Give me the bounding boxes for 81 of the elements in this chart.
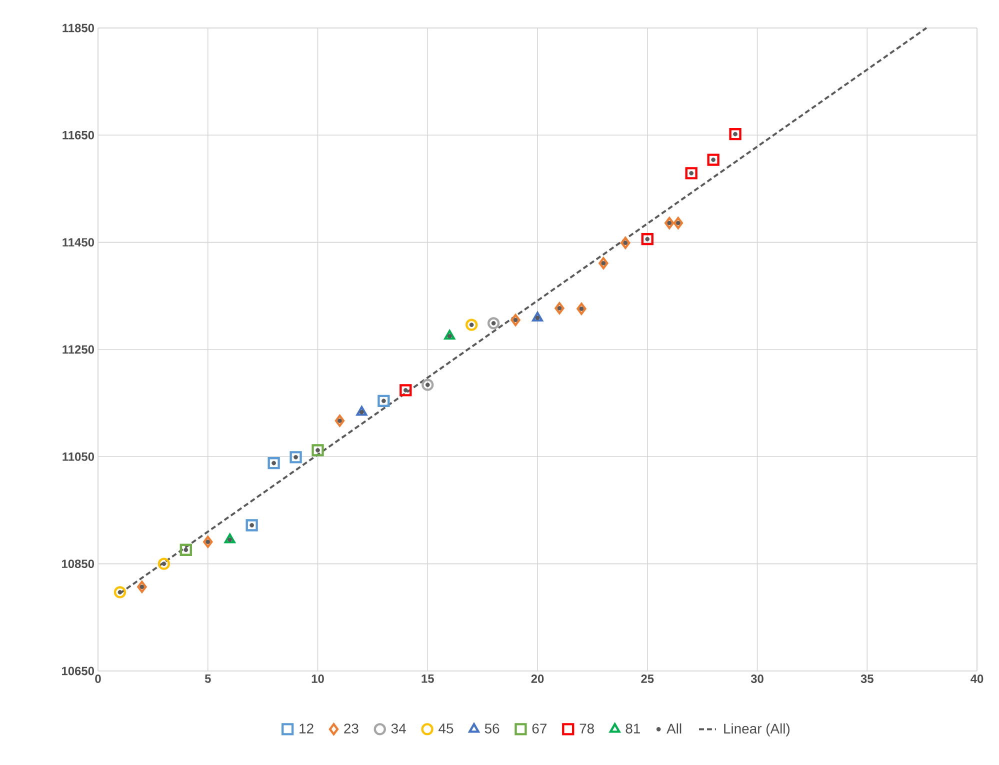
point (645, 236, 650, 242)
point (444, 330, 456, 340)
point (378, 394, 390, 407)
legend-label: Linear (All) (724, 723, 790, 736)
legend-label: 12 (300, 724, 314, 734)
y-tick-label: 11250 (62, 345, 94, 354)
point (228, 538, 232, 542)
legend-label: 78 (580, 724, 594, 734)
point (180, 544, 192, 556)
legend-label: 34 (391, 724, 406, 734)
point (381, 398, 386, 404)
point (664, 216, 674, 230)
point (447, 334, 452, 338)
point (250, 523, 254, 528)
point (487, 317, 500, 330)
point (557, 306, 562, 310)
point (206, 540, 210, 544)
point (184, 548, 188, 552)
y-tick-label: 10850 (62, 560, 94, 568)
point (466, 318, 478, 331)
point (316, 448, 320, 452)
point (620, 236, 630, 249)
x-tick-label: 20 (531, 674, 544, 683)
x-tick-label: 25 (641, 674, 654, 683)
point (272, 460, 276, 466)
y-tick-label: 11650 (62, 130, 94, 140)
legend-label: 45 (438, 724, 454, 734)
point (513, 318, 518, 322)
point (360, 410, 364, 414)
legend-label: 81 (626, 724, 640, 734)
point (158, 558, 170, 570)
point (601, 261, 606, 266)
y-tick-label: 11450 (62, 238, 94, 247)
y-tick-label: 10650 (62, 666, 94, 676)
x-tick-label: 35 (860, 674, 874, 683)
point (532, 312, 543, 322)
point (203, 536, 213, 548)
x-tick-label: 5 (204, 674, 211, 683)
point (356, 406, 368, 416)
point (673, 216, 683, 230)
point (510, 314, 520, 326)
x-tick-label: 0 (95, 674, 101, 683)
point (338, 418, 342, 423)
point (685, 167, 698, 180)
legend-label: 67 (532, 724, 547, 734)
point (676, 220, 680, 226)
point (576, 302, 586, 315)
point (403, 388, 408, 392)
point (579, 306, 584, 311)
legend-label: 23 (344, 724, 358, 734)
point (114, 586, 126, 598)
x-tick-label: 40 (970, 674, 984, 683)
point (711, 158, 716, 162)
point (554, 302, 564, 314)
point (334, 414, 345, 427)
point (729, 128, 742, 140)
point (312, 444, 324, 456)
point (598, 257, 608, 270)
point (268, 457, 280, 470)
x-tick-label: 30 (750, 674, 764, 683)
point (641, 233, 654, 246)
point (137, 580, 147, 593)
point (246, 519, 258, 532)
point (290, 451, 302, 464)
y-tick-label: 11850 (62, 24, 94, 32)
y-tick-label: 11050 (62, 452, 94, 461)
point (140, 584, 144, 590)
point (707, 154, 720, 166)
point (422, 378, 434, 391)
x-tick-label: 10 (312, 674, 324, 683)
point (224, 534, 236, 544)
point (294, 454, 298, 460)
legend-label: 56 (484, 724, 500, 734)
legend-label: All (666, 723, 682, 734)
point (623, 240, 628, 246)
point (535, 316, 540, 320)
point (667, 220, 672, 226)
point (689, 171, 694, 176)
point (400, 384, 412, 396)
x-tick-label: 15 (422, 674, 434, 683)
point (733, 132, 738, 136)
